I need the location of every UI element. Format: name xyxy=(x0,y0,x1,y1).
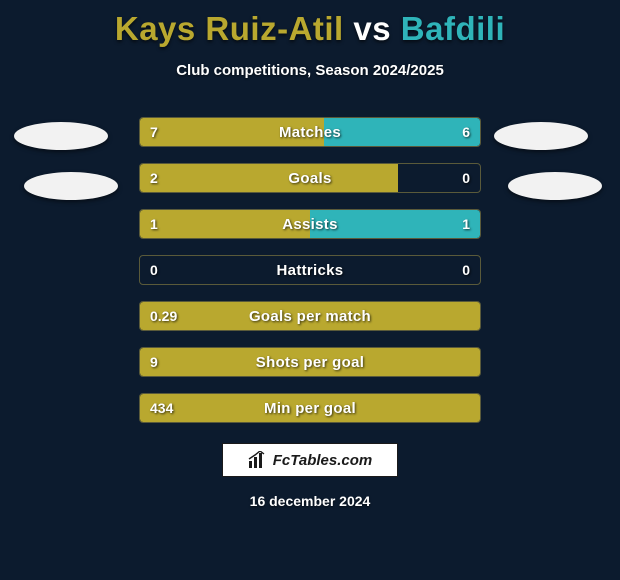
stat-row: 11Assists xyxy=(139,209,481,239)
player-badge-placeholder xyxy=(14,122,108,150)
brand-text: FcTables.com xyxy=(273,452,372,469)
stat-label: Goals per match xyxy=(140,302,480,330)
player-badge-placeholder xyxy=(508,172,602,200)
comparison-title: Kays Ruiz-Atil vs Bafdili xyxy=(0,0,620,48)
chart-icon xyxy=(248,451,268,469)
stat-label: Goals xyxy=(140,164,480,192)
vs-text: vs xyxy=(353,10,391,47)
stat-row: 9Shots per goal xyxy=(139,347,481,377)
player2-name: Bafdili xyxy=(401,10,505,47)
subtitle: Club competitions, Season 2024/2025 xyxy=(0,62,620,79)
player-badge-placeholder xyxy=(24,172,118,200)
stat-label: Shots per goal xyxy=(140,348,480,376)
stat-label: Assists xyxy=(140,210,480,238)
player-badge-placeholder xyxy=(494,122,588,150)
stats-area: 76Matches 20Goals 11Assists 00Hattricks 0.29… xyxy=(0,117,620,423)
date: 16 december 2024 xyxy=(0,493,620,509)
stat-row: 20Goals xyxy=(139,163,481,193)
stat-row: 00Hattricks xyxy=(139,255,481,285)
stat-row: 434Min per goal xyxy=(139,393,481,423)
stat-row: 0.29Goals per match xyxy=(139,301,481,331)
stat-label: Hattricks xyxy=(140,256,480,284)
stat-label: Min per goal xyxy=(140,394,480,422)
player1-name: Kays Ruiz-Atil xyxy=(115,10,344,47)
stat-row: 76Matches xyxy=(139,117,481,147)
brand-box[interactable]: FcTables.com xyxy=(222,443,398,477)
stat-label: Matches xyxy=(140,118,480,146)
